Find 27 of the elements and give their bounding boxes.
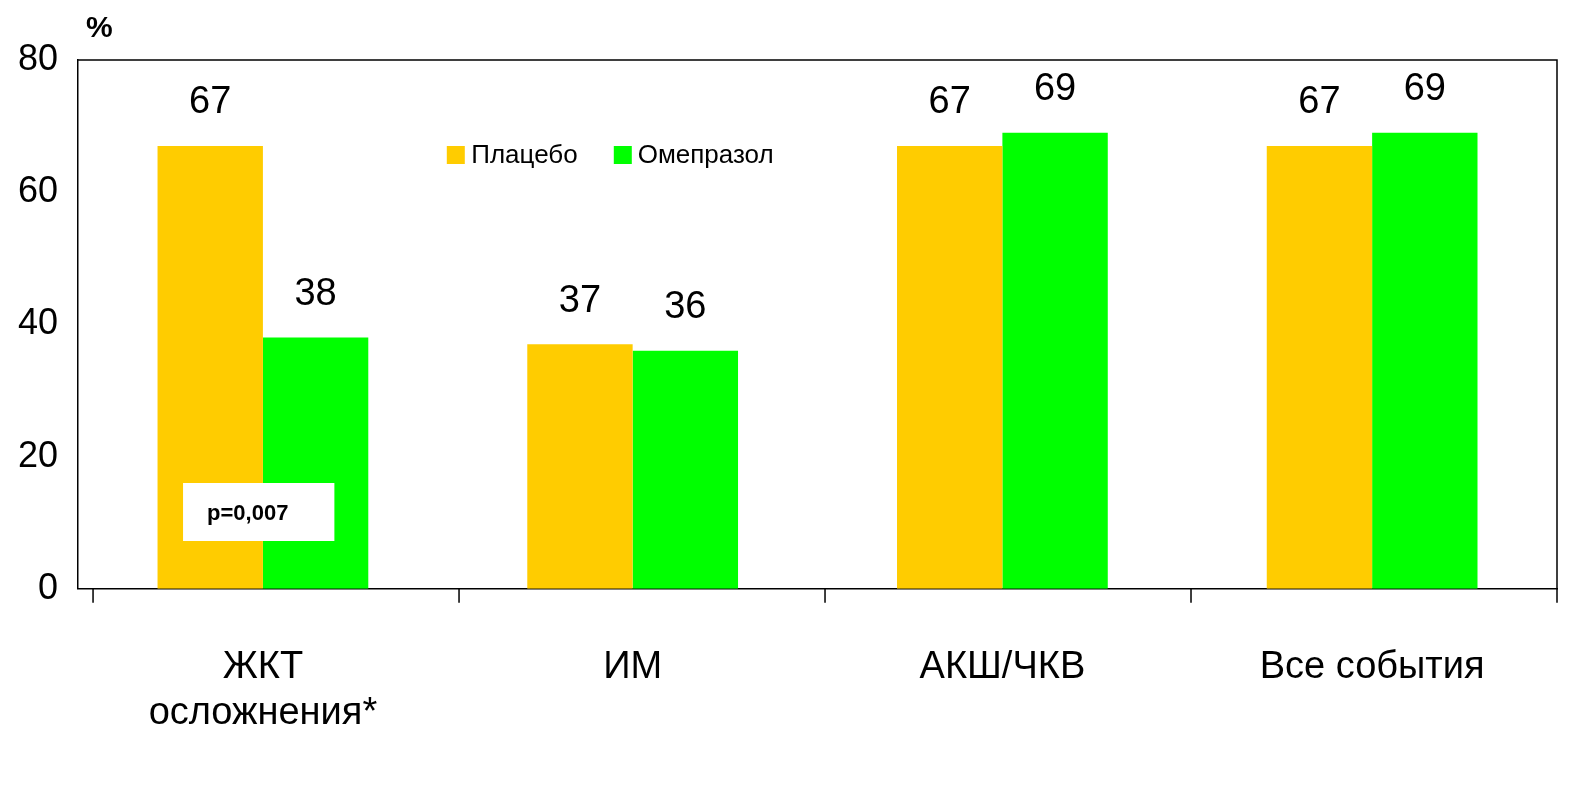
x-tick-label: Все события bbox=[1259, 644, 1485, 687]
data-label: 36 bbox=[664, 284, 707, 327]
y-tick-label: 40 bbox=[18, 301, 59, 343]
data-label: 67 bbox=[1298, 79, 1341, 122]
x-tick-label: ИМ bbox=[603, 644, 663, 687]
bar bbox=[527, 344, 633, 589]
bar bbox=[1002, 132, 1108, 589]
bar bbox=[897, 145, 1003, 589]
bar bbox=[1372, 132, 1478, 589]
x-tick-label: ЖКТ осложнения* bbox=[148, 644, 378, 732]
data-label: 67 bbox=[928, 79, 971, 122]
legend-label: Плацебо bbox=[470, 139, 578, 171]
y-tick-label: 0 bbox=[38, 565, 59, 607]
data-label: 38 bbox=[294, 271, 337, 314]
legend-label: Омепразол bbox=[636, 139, 774, 171]
data-label: 67 bbox=[189, 79, 232, 122]
y-axis-title: % bbox=[86, 10, 113, 44]
bar bbox=[632, 350, 739, 589]
data-label: 69 bbox=[1033, 66, 1077, 109]
y-tick-label: 60 bbox=[18, 169, 59, 211]
y-tick-label: 20 bbox=[18, 433, 59, 475]
y-tick-label: 80 bbox=[18, 36, 59, 78]
bar bbox=[1266, 145, 1373, 589]
data-label: 69 bbox=[1403, 66, 1446, 109]
data-label: 37 bbox=[558, 277, 602, 320]
annotation: p=0,007 bbox=[207, 500, 289, 526]
x-tick-label: АКШ/ЧКВ bbox=[919, 644, 1086, 687]
